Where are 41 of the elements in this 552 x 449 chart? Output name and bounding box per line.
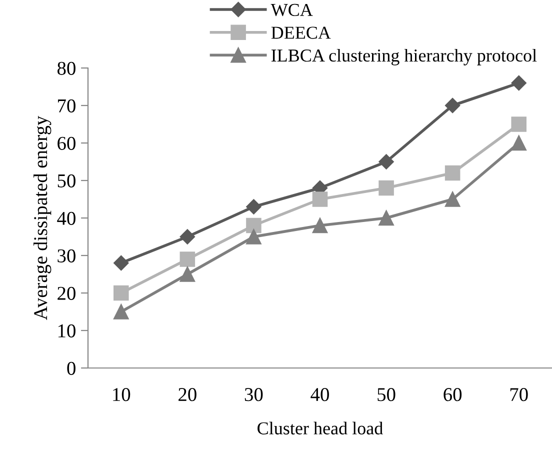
y-tick-label: 60: [58, 136, 76, 150]
legend-label: ILBCA clustering hierarchy protocol: [271, 48, 537, 66]
point: [312, 218, 328, 234]
point: [114, 285, 129, 301]
point: [445, 98, 460, 114]
point: [444, 165, 460, 181]
legend-label: WCA: [270, 4, 313, 16]
point: [511, 135, 526, 151]
y-tick-label: 10: [58, 324, 76, 338]
y-tick-label: 80: [57, 62, 76, 75]
point: [180, 266, 196, 282]
x-tick-label: 20: [178, 388, 196, 402]
point: [511, 116, 526, 132]
legend-label: DEECA: [271, 26, 331, 39]
y-tick-label: 70: [58, 99, 76, 112]
point: [312, 192, 328, 207]
point: [378, 154, 394, 170]
x-axis-title: Cluster head load: [258, 422, 383, 434]
point: [246, 199, 262, 214]
point: [511, 75, 526, 91]
x-tick-label: 10: [113, 388, 130, 402]
point: [444, 192, 460, 207]
point: [378, 180, 394, 196]
x-tick-label: 50: [378, 388, 396, 402]
y-tick-label: 30: [58, 249, 76, 262]
point: [246, 229, 262, 244]
x-tick-label: 40: [310, 388, 329, 402]
x-tick-label: 70: [510, 388, 528, 402]
point: [378, 210, 394, 226]
y-tick-label: 20: [58, 286, 76, 300]
x-tick-label: 60: [444, 388, 462, 402]
point: [246, 218, 262, 234]
y-tick-label: 50: [58, 174, 76, 188]
point: [180, 229, 195, 244]
point: [114, 255, 129, 271]
y-tick-label: 0: [67, 362, 76, 375]
x-tick-label: 30: [244, 388, 263, 402]
point: [114, 304, 129, 320]
point: [180, 252, 196, 267]
y-tick-label: 40: [57, 212, 76, 225]
y-axis-title: Average dissipated energy: [34, 116, 52, 320]
